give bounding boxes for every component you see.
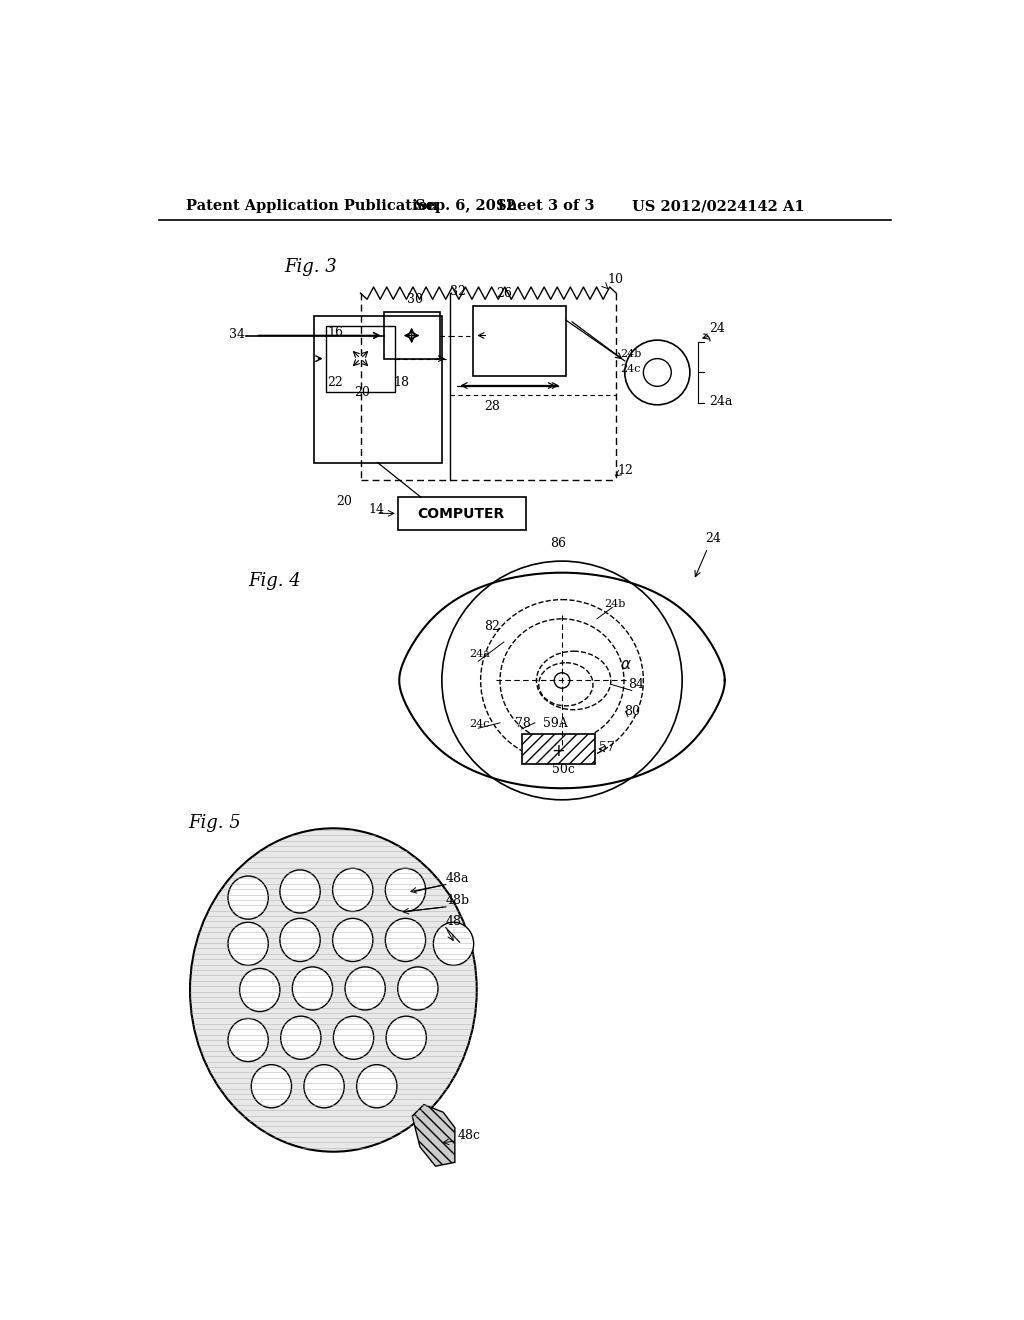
Ellipse shape (281, 1016, 321, 1059)
Bar (521, 734, 595, 763)
Text: Sep. 6, 2012: Sep. 6, 2012 (415, 199, 516, 213)
Text: COMPUTER: COMPUTER (418, 507, 505, 521)
Text: 34: 34 (228, 327, 245, 341)
Ellipse shape (333, 919, 373, 961)
Text: Fig. 3: Fig. 3 (285, 259, 337, 276)
Bar (314, 317, 442, 462)
Text: Fig. 5: Fig. 5 (188, 814, 242, 833)
Text: 24: 24 (710, 322, 725, 335)
Text: 18: 18 (394, 376, 410, 388)
Text: $\alpha$: $\alpha$ (621, 657, 632, 672)
Text: 12: 12 (617, 465, 634, 477)
Text: 80: 80 (624, 705, 640, 718)
Ellipse shape (240, 969, 280, 1011)
Text: 48c: 48c (457, 1129, 480, 1142)
Text: 22: 22 (328, 376, 343, 388)
Ellipse shape (397, 966, 438, 1010)
Ellipse shape (228, 923, 268, 965)
Bar (473, 306, 566, 375)
Text: 28: 28 (484, 400, 501, 413)
Text: 16: 16 (328, 326, 343, 338)
Text: 86: 86 (550, 537, 566, 550)
Text: 59A: 59A (543, 717, 567, 730)
Text: 24a: 24a (469, 649, 489, 660)
Polygon shape (413, 1105, 455, 1166)
Text: 84: 84 (628, 678, 644, 692)
Bar (397, 498, 525, 529)
Text: 14: 14 (369, 503, 384, 516)
Ellipse shape (251, 1065, 292, 1107)
Text: 48b: 48b (445, 894, 470, 907)
Text: US 2012/0224142 A1: US 2012/0224142 A1 (632, 199, 805, 213)
Ellipse shape (345, 966, 385, 1010)
Text: 10: 10 (607, 273, 623, 286)
Ellipse shape (228, 1019, 268, 1061)
Ellipse shape (228, 876, 268, 919)
Text: 26: 26 (496, 286, 512, 300)
Text: Fig. 4: Fig. 4 (248, 572, 301, 590)
Text: 24b: 24b (621, 348, 641, 359)
Text: 24c: 24c (621, 364, 641, 375)
Bar (384, 313, 439, 359)
Text: 24b: 24b (604, 599, 626, 610)
Text: 24c: 24c (469, 718, 489, 729)
Text: Patent Application Publication: Patent Application Publication (186, 199, 438, 213)
Text: +: + (551, 742, 565, 759)
Ellipse shape (356, 1065, 397, 1107)
Ellipse shape (292, 966, 333, 1010)
Text: 32: 32 (451, 285, 466, 298)
Ellipse shape (333, 869, 373, 911)
Text: Sheet 3 of 3: Sheet 3 of 3 (496, 199, 595, 213)
Text: 57: 57 (599, 741, 615, 754)
Ellipse shape (280, 870, 321, 913)
Ellipse shape (190, 829, 477, 1151)
Ellipse shape (385, 919, 426, 961)
Text: 20: 20 (336, 495, 351, 508)
Ellipse shape (334, 1016, 374, 1059)
Bar (326, 326, 395, 392)
Ellipse shape (433, 923, 474, 965)
Ellipse shape (280, 919, 321, 961)
Text: 48: 48 (445, 915, 462, 928)
Text: 50c: 50c (552, 763, 574, 776)
Text: 30: 30 (407, 293, 423, 306)
Ellipse shape (385, 869, 426, 911)
Text: 20: 20 (354, 387, 370, 400)
Ellipse shape (304, 1065, 344, 1107)
Text: 48a: 48a (445, 873, 469, 886)
Text: 78: 78 (515, 717, 531, 730)
Text: 24: 24 (706, 532, 721, 545)
Text: 82: 82 (484, 620, 501, 634)
Text: 24a: 24a (710, 395, 732, 408)
Ellipse shape (386, 1016, 426, 1059)
